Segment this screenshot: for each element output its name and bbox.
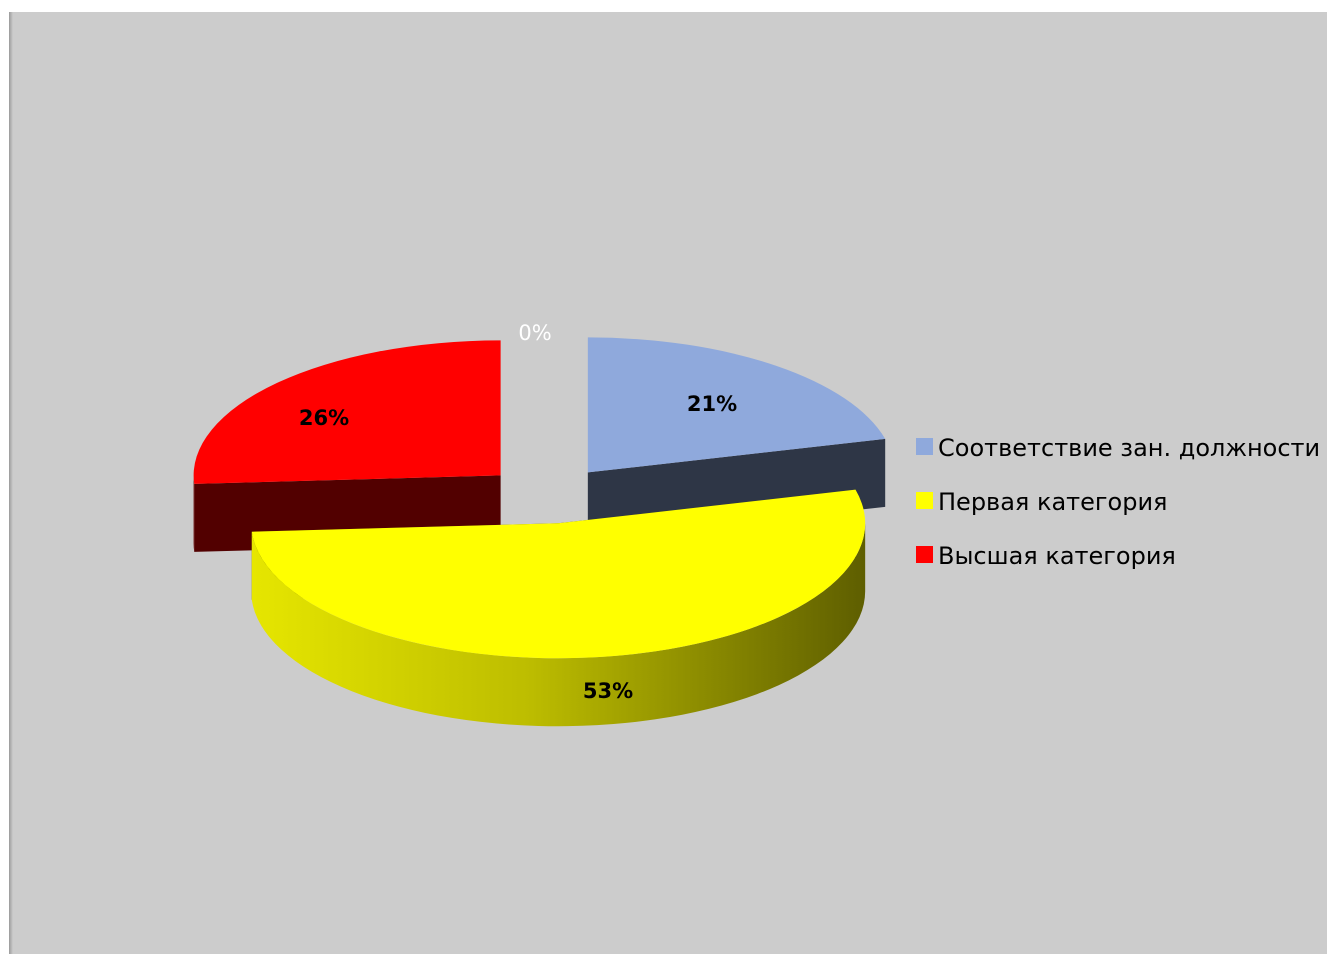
- legend-item-0: Соответствие зан. должности: [916, 434, 1320, 462]
- data-label-2: 26%: [299, 406, 349, 430]
- data-labels: 21% 53% 26% 0%: [299, 321, 737, 703]
- legend-swatch: [916, 438, 933, 455]
- legend-swatch: [916, 492, 933, 509]
- legend-item-1: Первая категория: [916, 488, 1167, 516]
- pie-slices: [193, 337, 886, 727]
- pie-slice-1: [251, 489, 866, 727]
- data-label-0: 21%: [687, 392, 737, 416]
- data-label-1: 53%: [583, 679, 633, 703]
- legend-label: Соответствие зан. должности: [938, 434, 1320, 462]
- legend-label: Высшая категория: [938, 542, 1176, 570]
- slice-1-side: [251, 523, 866, 727]
- slice-2-side: [193, 475, 195, 552]
- slice-1-top: [251, 489, 866, 659]
- slice-2-top: [193, 340, 501, 484]
- legend-item-2: Высшая категория: [916, 542, 1176, 570]
- chart-frame-edge: [9, 12, 13, 954]
- legend-label: Первая категория: [938, 488, 1167, 516]
- data-label-3: 0%: [518, 321, 551, 345]
- slice-0-top: [587, 337, 886, 473]
- legend-swatch: [916, 546, 933, 563]
- chart-legend: Соответствие зан. должности Первая катег…: [916, 434, 1320, 570]
